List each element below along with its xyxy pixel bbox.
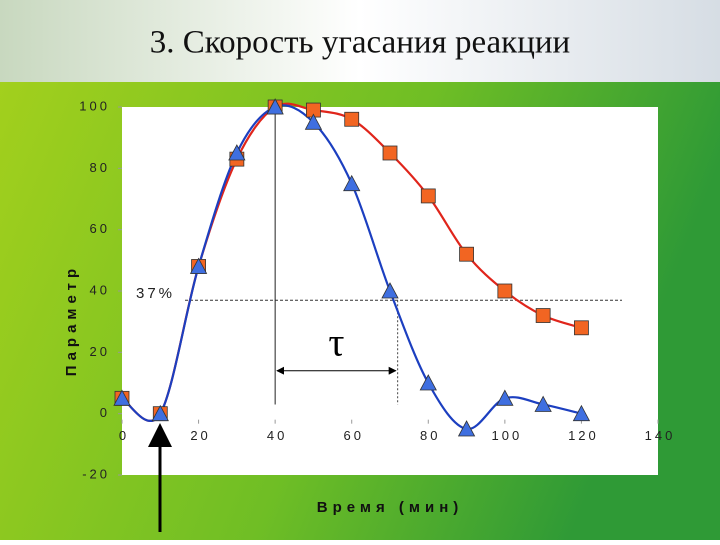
- x-tick-label: 40: [267, 428, 287, 443]
- triangle-marker: [381, 282, 399, 299]
- x-tick-label: 120: [568, 428, 599, 443]
- triangle-marker: [534, 395, 552, 412]
- x-axis-label: Время (мин): [317, 499, 464, 516]
- x-tick-label: 140: [645, 428, 676, 443]
- triangle-marker: [266, 98, 284, 115]
- triangle-marker: [572, 404, 591, 422]
- triangle-marker: [151, 404, 169, 422]
- square-marker: [420, 188, 436, 204]
- title-band: [0, 0, 720, 82]
- chart-title: 3. Скорость угасания реакции: [150, 25, 570, 61]
- x-tick-label: 0: [119, 428, 129, 443]
- y-tick-label: 40: [90, 282, 110, 297]
- triangle-marker: [113, 389, 131, 406]
- y-axis-label: Параметр: [63, 264, 80, 376]
- x-tick-label: 60: [343, 428, 363, 443]
- square-marker: [344, 111, 360, 127]
- triangle-marker: [228, 144, 246, 161]
- y-tick-label: 60: [90, 221, 110, 236]
- y-tick-label: 100: [79, 98, 110, 113]
- square-marker: [535, 308, 551, 323]
- y-tick-label: -20: [82, 466, 110, 481]
- tau-label: τ: [328, 319, 344, 364]
- triangle-marker: [189, 257, 208, 274]
- square-marker: [574, 320, 589, 336]
- triangle-marker: [457, 420, 476, 437]
- y-tick-label: 80: [90, 160, 110, 175]
- triangle-marker: [304, 113, 323, 130]
- triangle-marker: [419, 374, 437, 391]
- x-tick-label: 20: [190, 428, 210, 443]
- reference-label: 37%: [136, 285, 175, 302]
- plot: -20 0 20 40 60 80 100 0 20 40 60 80 100 120 140 37% τ: [79, 98, 676, 481]
- square-marker: [459, 246, 474, 262]
- triangle-marker: [343, 174, 361, 192]
- square-marker: [497, 283, 513, 299]
- x-tick-label: 80: [420, 428, 440, 443]
- x-tick-label: 100: [492, 428, 523, 443]
- triangle-marker: [496, 389, 514, 406]
- y-tick-label: 0: [100, 405, 110, 420]
- y-tick-label: 20: [90, 344, 110, 359]
- square-marker: [382, 145, 398, 161]
